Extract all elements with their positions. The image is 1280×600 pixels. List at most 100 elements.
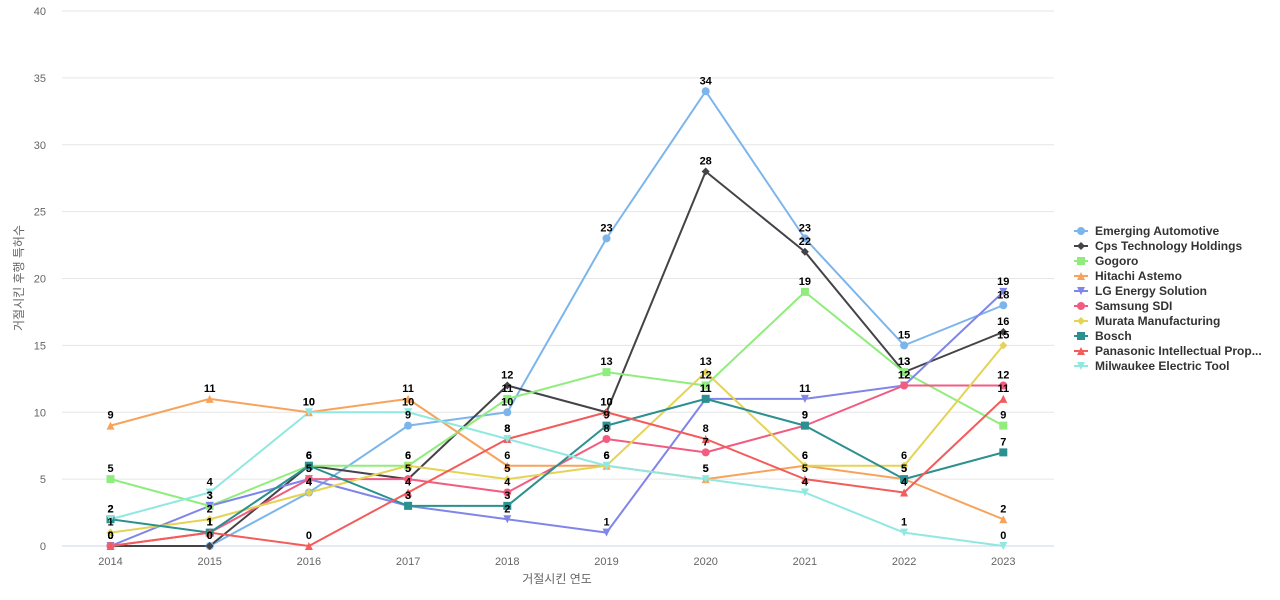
data-label: 7 [703,436,709,448]
data-point [999,448,1008,457]
legend-symbol [1077,362,1085,370]
data-label: 11 [799,383,811,395]
data-label: 5 [306,463,312,475]
data-label: 23 [600,222,612,234]
data-point [304,408,313,417]
data-label: 34 [700,75,713,87]
legend-symbol [1077,317,1085,325]
data-point [304,461,313,470]
data-point [205,528,214,537]
data-point [602,435,611,443]
data-point [503,435,512,443]
data-point [800,287,809,296]
data-point [106,515,115,524]
data-label: 6 [405,450,411,462]
data-label: 9 [603,410,609,422]
data-point [800,488,809,497]
data-label: 6 [603,450,609,462]
data-point [701,368,710,377]
data-point [205,542,214,550]
data-label: 11 [501,383,513,395]
data-point [999,287,1008,296]
series-line [110,398,1004,547]
data-label: 6 [504,450,510,462]
data-label: 8 [703,423,709,435]
data-label: 0 [107,530,113,542]
data-point [701,381,710,390]
data-point [503,461,512,470]
data-label: 5 [405,463,411,475]
data-label: 5 [703,463,709,475]
data-label: 9 [405,410,411,422]
data-label: 9 [1000,410,1006,422]
y-axis-ticks: 0 5 10 15 20 25 30 35 40 [34,6,46,553]
legend-item[interactable]: Panasonic Intellectual Prop... [1074,344,1262,358]
data-point [999,542,1008,550]
data-label: 9 [802,410,808,422]
legend-symbol [1077,287,1085,295]
data-point [602,234,611,243]
series-line [110,411,1004,547]
data-point [503,501,512,510]
data-label: 19 [997,276,1009,288]
data-point [106,542,115,550]
legend-item[interactable]: Murata Manufacturing [1074,314,1220,328]
series-lines [110,90,1005,547]
data-label: 4 [504,477,511,489]
series-line [110,397,1004,521]
data-label: 4 [306,477,313,489]
y-tick-label: 30 [34,140,46,152]
legend-label: Murata Manufacturing [1095,314,1220,328]
legend-item[interactable]: Hitachi Astemo [1074,269,1182,283]
legend-item[interactable]: LG Energy Solution [1074,284,1207,298]
x-tick-label: 2018 [495,556,519,568]
series-line [110,290,1004,507]
data-label: 0 [107,530,113,542]
data-label: 10 [600,396,612,408]
legend-item[interactable]: Samsung SDI [1074,299,1172,313]
data-point [503,488,512,497]
data-label: 2 [107,503,113,515]
legend-item[interactable]: Gogoro [1074,254,1138,268]
x-tick-label: 2021 [793,556,817,568]
data-point [900,368,909,377]
legend-label: Milwaukee Electric Tool [1095,359,1229,373]
legend-item[interactable]: Bosch [1074,329,1132,343]
data-point [503,381,512,390]
data-point [800,247,809,256]
legend-symbol [1077,257,1085,265]
legend-item[interactable]: Milwaukee Electric Tool [1074,359,1229,373]
data-label: 0 [306,530,312,542]
legend-item[interactable]: Emerging Automotive [1074,224,1220,238]
legend-label: Hitachi Astemo [1095,269,1182,283]
data-label: 11 [700,383,712,395]
data-label: 11 [402,383,414,395]
y-tick-label: 10 [34,407,46,419]
data-point [304,475,313,484]
data-label: 0 [207,530,213,542]
data-label: 15 [997,329,1009,341]
data-point [900,488,909,497]
data-label: 6 [802,450,808,462]
series-line [110,90,1004,547]
data-label: 5 [306,463,312,475]
data-label: 5 [703,463,709,475]
data-label: 13 [898,356,910,368]
data-label: 6 [603,450,609,462]
legend-label: Cps Technology Holdings [1095,239,1242,253]
data-point [800,475,809,484]
series-markers [106,87,1008,550]
data-point [701,167,710,176]
data-label: 3 [207,490,213,502]
y-tick-label: 15 [34,340,46,352]
data-label: 10 [501,396,513,408]
data-point [999,301,1008,310]
data-point [205,394,214,403]
data-point [900,461,909,470]
legend-item[interactable]: Cps Technology Holdings [1074,239,1242,253]
data-point [800,461,809,470]
data-label: 5 [901,463,907,475]
data-label: 0 [207,530,213,542]
y-tick-label: 20 [34,274,46,286]
